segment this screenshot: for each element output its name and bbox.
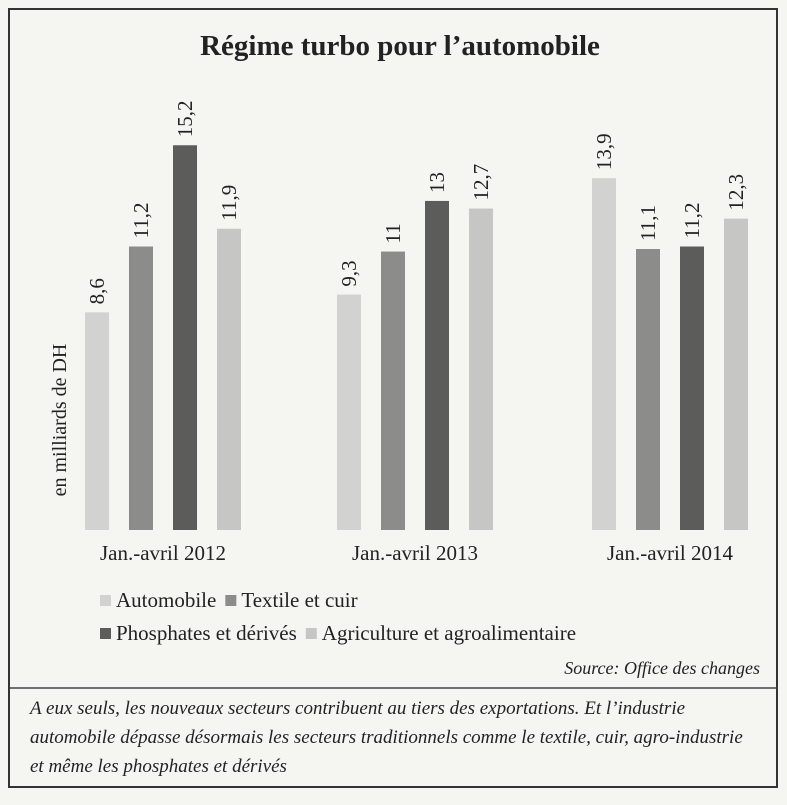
bar [469, 208, 493, 530]
bar [636, 249, 660, 530]
value-label: 15,2 [173, 101, 197, 138]
source: Source: Office des changes [564, 658, 760, 678]
legend-swatch [225, 595, 237, 606]
value-label: 13,9 [592, 133, 616, 170]
x-tick-label: Jan.-avril 2013 [352, 541, 478, 565]
value-label: 11,2 [680, 203, 704, 239]
x-tick-label: Jan.-avril 2014 [607, 541, 733, 565]
chart: Régime turbo pour l’automobile en millia… [10, 30, 777, 689]
x-tick-label: Jan.-avril 2012 [100, 541, 226, 565]
value-label: 11,2 [129, 203, 153, 239]
legend-label: Agriculture et agroalimentaire [322, 621, 576, 645]
value-label: 13 [425, 172, 449, 193]
legend-swatch [305, 628, 317, 639]
value-label: 12,7 [469, 164, 493, 201]
value-label: 9,3 [337, 260, 361, 286]
bar [680, 246, 704, 530]
bar [724, 218, 748, 530]
value-label: 11 [381, 223, 405, 243]
bar [129, 246, 153, 530]
legend-swatch [100, 595, 111, 606]
value-label: 8,6 [85, 278, 109, 304]
caption: A eux seuls, les nouveaux secteurs contr… [30, 698, 743, 777]
legend-label: Textile et cuir [241, 588, 357, 612]
chart-title: Régime turbo pour l’automobile [200, 30, 600, 62]
value-label: 11,9 [217, 185, 241, 221]
bar [85, 312, 109, 530]
frame [8, 8, 778, 788]
legend-label: Phosphates et dérivés [116, 621, 297, 645]
bar [425, 200, 449, 530]
legend-label: Automobile [116, 588, 216, 612]
bar [592, 178, 616, 530]
bar [337, 294, 361, 530]
value-label: 12,3 [724, 174, 748, 211]
bar [173, 145, 197, 530]
bar [381, 251, 405, 530]
value-label: 11,1 [636, 205, 660, 241]
y-axis-label: en milliards de DH [49, 344, 71, 497]
legend-swatch [100, 628, 111, 639]
bar [217, 228, 241, 530]
